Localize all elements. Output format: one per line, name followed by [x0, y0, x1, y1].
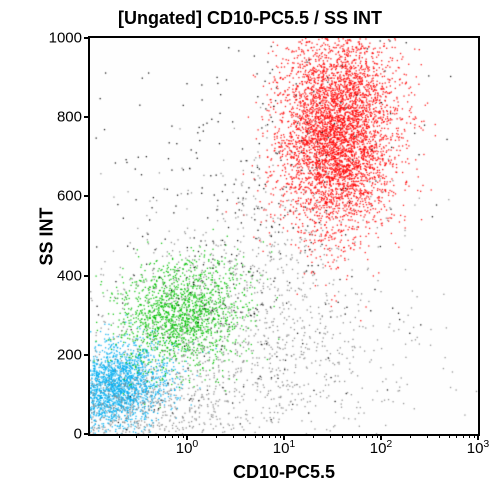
x-tick-minor [366, 434, 367, 438]
y-tick-mark [84, 195, 90, 197]
y-tick-mark [84, 354, 90, 356]
y-tick-mark [84, 37, 90, 39]
scatter-canvas [90, 38, 478, 434]
y-tick-mark [84, 275, 90, 277]
x-tick-minor [172, 434, 173, 438]
x-tick-minor [119, 434, 120, 438]
x-tick-label: 103 [467, 438, 490, 457]
x-tick-minor [439, 434, 440, 438]
x-tick-minor [262, 434, 263, 438]
x-tick-minor [275, 434, 276, 438]
x-tick-minor [136, 434, 137, 438]
x-tick-minor [183, 434, 184, 438]
x-tick-minor [158, 434, 159, 438]
x-tick-minor [377, 434, 378, 438]
x-tick-minor [410, 434, 411, 438]
flow-cytometry-figure: [Ungated] CD10-PC5.5 / SS INT SS INT 020… [0, 0, 500, 500]
x-tick-minor [313, 434, 314, 438]
x-tick-minor [245, 434, 246, 438]
y-tick-mark [84, 116, 90, 118]
y-axis-label: SS INT [37, 207, 58, 265]
x-tick-minor [216, 434, 217, 438]
x-tick-label: 102 [370, 438, 393, 457]
x-tick-minor [148, 434, 149, 438]
x-tick-minor [233, 434, 234, 438]
x-tick-minor [474, 434, 475, 438]
plot-area: 02004006008001000100101102103 [88, 36, 480, 436]
y-tick-label: 600 [57, 188, 82, 205]
x-tick-mark [283, 434, 285, 440]
x-tick-mark [477, 434, 479, 440]
y-tick-label: 1000 [49, 30, 82, 47]
x-tick-minor [427, 434, 428, 438]
x-tick-minor [330, 434, 331, 438]
x-tick-label: 100 [176, 438, 199, 457]
x-tick-minor [352, 434, 353, 438]
x-tick-minor [463, 434, 464, 438]
x-tick-minor [269, 434, 270, 438]
x-tick-minor [342, 434, 343, 438]
x-tick-minor [456, 434, 457, 438]
x-tick-mark [186, 434, 188, 440]
y-tick-label: 800 [57, 109, 82, 126]
x-tick-minor [165, 434, 166, 438]
scatter-canvas-wrap [90, 38, 478, 434]
x-tick-mark [380, 434, 382, 440]
x-tick-minor [469, 434, 470, 438]
y-tick-label: 400 [57, 267, 82, 284]
y-tick-mark [84, 433, 90, 435]
chart-title: [Ungated] CD10-PC5.5 / SS INT [0, 8, 500, 29]
x-tick-minor [359, 434, 360, 438]
x-tick-minor [255, 434, 256, 438]
x-tick-minor [449, 434, 450, 438]
x-axis-label: CD10-PC5.5 [88, 462, 480, 483]
x-tick-minor [178, 434, 179, 438]
x-tick-minor [372, 434, 373, 438]
x-tick-minor [280, 434, 281, 438]
y-tick-label: 0 [74, 426, 82, 443]
y-tick-label: 200 [57, 346, 82, 363]
x-tick-label: 101 [273, 438, 296, 457]
